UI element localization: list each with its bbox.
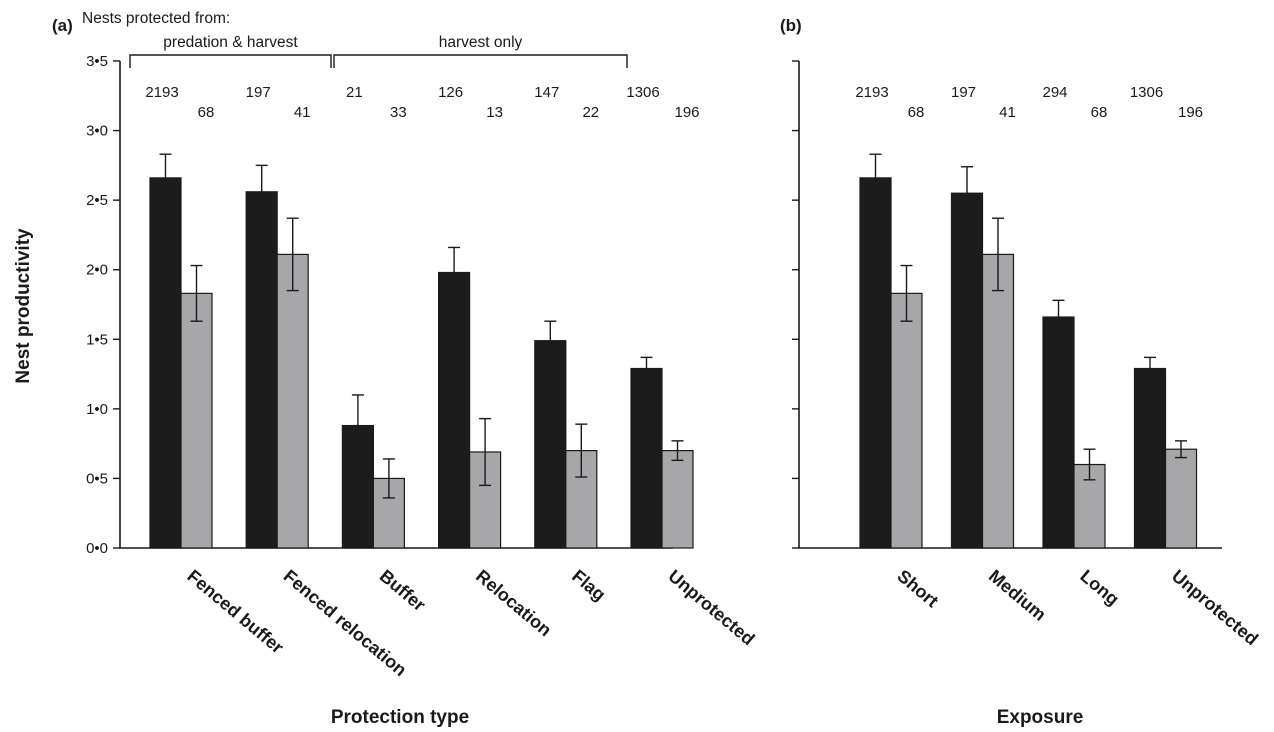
bar [630,367,663,549]
category-label: Unprotected [664,566,758,649]
bar [950,192,984,549]
bar [276,253,309,549]
sample-size-label: 21 [346,84,363,101]
sample-size-label: 294 [1042,84,1067,101]
sample-size-label: 13 [486,104,503,121]
group-bracket [333,54,628,68]
bar [1164,448,1198,549]
panel-a: (a) Nests protected from: Nest productiv… [13,10,758,728]
sample-size-label: 68 [198,104,215,121]
sample-size-label: 126 [438,84,463,101]
sample-size-label: 196 [1178,104,1203,121]
bar [859,177,892,549]
bar [341,424,374,549]
panel-a-x-axis-title: Protection type [331,707,469,728]
sample-size-label: 147 [534,84,559,101]
y-tick-label: 3•0 [86,123,108,140]
category-label: Medium [985,566,1050,625]
category-label: Flag [568,566,609,605]
panel-a-label: (a) [52,16,73,35]
category-label: Unprotected [1168,566,1262,649]
y-tick-label: 0•0 [86,540,108,557]
panel-b-x-axis-title: Exposure [997,707,1084,728]
sample-size-label: 196 [674,104,699,121]
sample-size-label: 197 [246,84,271,101]
category-label: Buffer [376,566,429,615]
panel-b-category-labels: Short Medium Long Unprotected [893,566,1262,649]
y-tick-label: 0•5 [86,470,108,487]
panel-b-label: (b) [780,16,802,35]
sample-size-label: 22 [582,104,599,121]
y-tick-label: 3•5 [86,53,108,70]
bar [1042,316,1075,549]
group-bracket-label: harvest only [439,34,523,51]
bar [981,253,1015,549]
panel-b-bars [859,153,1198,549]
y-tick-label: 2•0 [86,262,108,279]
bar [1133,367,1167,549]
category-label: Fenced buffer [183,566,287,658]
category-label: Relocation [472,566,555,640]
panel-a-bars [149,153,694,549]
panel-b-sample-sizes: 2193 68 197 41 294 68 1306 196 [855,84,1203,121]
sample-size-label: 41 [294,104,311,121]
sample-size-label: 2193 [855,84,888,101]
sample-size-label: 2193 [145,84,178,101]
sample-size-label: 41 [999,104,1016,121]
panel-a-group-brackets: predation & harvest harvest only [129,34,628,68]
sample-size-label: 68 [1091,104,1108,121]
sample-size-label: 1306 [626,84,659,101]
group-header-label: Nests protected from: [82,10,230,27]
sample-size-label: 1306 [1130,84,1163,101]
panel-a-sample-sizes: 2193 68 197 41 21 33 126 13 147 22 1306 196 [145,84,699,121]
bar [245,191,278,549]
sample-size-label: 33 [390,104,407,121]
bar [534,340,567,549]
bar [438,271,471,549]
group-bracket [129,54,332,68]
group-bracket-label: predation & harvest [163,34,298,51]
y-axis-title: Nest productivity [13,228,34,384]
bar [149,177,182,549]
sample-size-label: 197 [951,84,976,101]
y-tick-label: 1•0 [86,401,108,418]
bar [890,292,923,549]
panel-b: (b) Exposure 2193 68 197 41 294 68 1306 196 Sho… [780,16,1262,728]
bar [661,450,694,549]
panel-a-y-ticks: 0•0 0•5 1•0 1•5 2•0 2•5 3•0 3•5 [86,53,120,557]
category-label: Short [893,566,942,612]
panel-b-y-ticks [792,60,799,549]
y-tick-label: 1•5 [86,331,108,348]
y-tick-label: 2•5 [86,192,108,209]
category-label: Long [1076,566,1123,610]
bar [180,292,213,549]
sample-size-label: 68 [908,104,925,121]
